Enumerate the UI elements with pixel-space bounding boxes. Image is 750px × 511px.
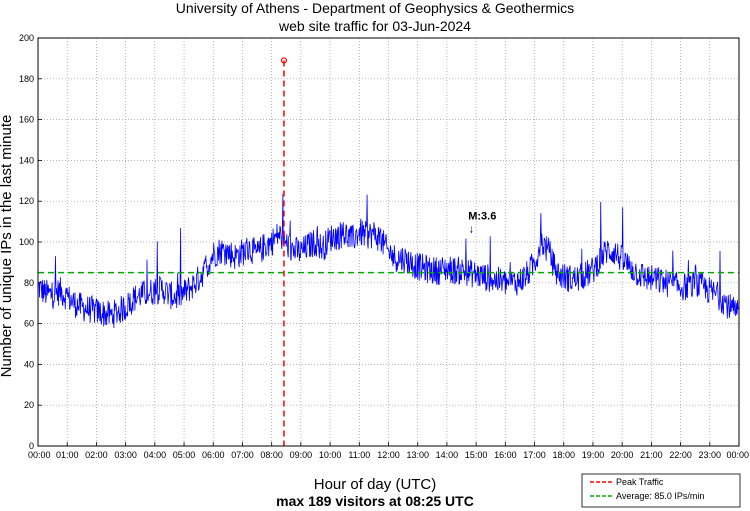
- max-visitors-caption: max 189 visitors at 08:25 UTC: [276, 493, 474, 509]
- x-tick-label: 10:00: [319, 450, 342, 460]
- y-tick-label: 0: [29, 441, 34, 451]
- y-tick-label: 100: [19, 237, 34, 247]
- x-tick-label: 04:00: [144, 450, 167, 460]
- x-tick-label: 15:00: [465, 450, 488, 460]
- x-tick-label: 19:00: [582, 450, 605, 460]
- x-tick-label: 09:00: [290, 450, 313, 460]
- x-tick-label: 20:00: [611, 450, 634, 460]
- y-tick-label: 60: [24, 319, 34, 329]
- traffic-series-line: [37, 193, 740, 329]
- chart-title: University of Athens - Department of Geo…: [176, 0, 574, 16]
- x-tick-label: 03:00: [114, 450, 137, 460]
- legend-box: [581, 473, 741, 508]
- x-tick-label: 08:00: [260, 450, 283, 460]
- grid: [38, 38, 739, 446]
- x-axis-label: Hour of day (UTC): [314, 476, 437, 493]
- y-tick-label: 180: [19, 74, 34, 84]
- y-tick-label: 20: [24, 400, 34, 410]
- x-tick-label: 18:00: [552, 450, 575, 460]
- x-tick-label: 21:00: [640, 450, 663, 460]
- y-axis-ticks: 0 20 40 60 80 100 120 140 160 180 200: [19, 33, 42, 451]
- x-axis-ticks: 00:00 01:00 02:00 03:00 04:00 05:00 06:00 07:00…: [28, 442, 749, 460]
- x-tick-label: 01:00: [56, 450, 79, 460]
- chart-subtitle: web site traffic for 03-Jun-2024: [278, 18, 471, 34]
- legend-average-label: Average: 85.0 IPs/min: [616, 491, 704, 501]
- y-tick-label: 160: [19, 115, 34, 125]
- y-axis-label: Number of unique IPs in the last minute: [0, 115, 15, 378]
- y-tick-label: 120: [19, 196, 34, 206]
- annotation-arrow-icon: ↓: [468, 224, 474, 236]
- x-tick-label: 17:00: [523, 450, 546, 460]
- x-tick-label: 14:00: [436, 450, 459, 460]
- x-tick-label: 05:00: [173, 450, 196, 460]
- magnitude-annotation: M:3.6: [468, 211, 496, 223]
- y-tick-label: 200: [19, 33, 34, 43]
- x-tick-label: 00:00: [726, 450, 749, 460]
- legend: Peak Traffic Average: 85.0 IPs/min: [581, 473, 741, 508]
- x-tick-label: 12:00: [377, 450, 400, 460]
- x-tick-label: 02:00: [85, 450, 108, 460]
- x-tick-label: 16:00: [494, 450, 517, 460]
- y-tick-label: 40: [24, 359, 34, 369]
- y-tick-label: 80: [24, 278, 34, 288]
- x-tick-label: 07:00: [231, 450, 254, 460]
- plot-border: [37, 37, 740, 447]
- y-tick-label: 140: [19, 155, 34, 165]
- x-tick-label: 11:00: [348, 450, 370, 460]
- peak-marker: [280, 57, 288, 64]
- legend-peak-label: Peak Traffic: [616, 477, 664, 487]
- x-tick-label: 22:00: [669, 450, 692, 460]
- x-tick-label: 00:00: [28, 450, 51, 460]
- x-tick-label: 06:00: [202, 450, 225, 460]
- x-tick-label: 13:00: [406, 450, 429, 460]
- x-tick-label: 23:00: [699, 450, 722, 460]
